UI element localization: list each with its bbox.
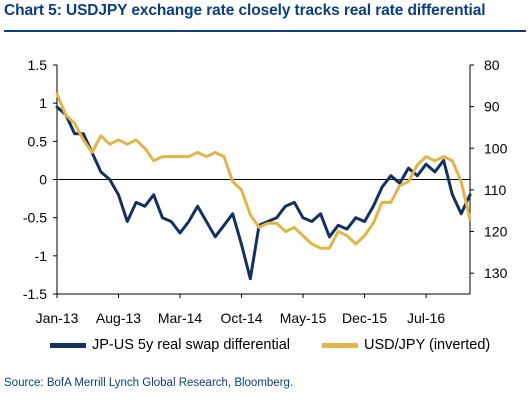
y-left-tick-label: -1.5 [23, 286, 47, 302]
x-tick-label: Jul-16 [407, 310, 445, 326]
y-left-tick-label: 1 [39, 95, 47, 111]
y-left-tick-label: 0 [39, 172, 47, 188]
title-rule [4, 30, 526, 32]
x-tick-label: Aug-13 [96, 310, 141, 326]
x-tick-label: Oct-14 [221, 310, 263, 326]
y-right-tick-label: 80 [484, 57, 500, 73]
legend: JP-US 5y real swap differential USD/JPY … [0, 337, 530, 359]
chart-title: Chart 5: USDJPY exchange rate closely tr… [4, 2, 486, 19]
x-tick-label: Dec-15 [342, 310, 387, 326]
y-right-tick-label: 100 [484, 140, 508, 156]
x-tick-label: Mar-14 [158, 310, 203, 326]
y-right-tick-label: 110 [484, 182, 507, 198]
y-right-tick-label: 120 [484, 224, 508, 240]
tick-labels: 1.5 1 0.5 0 -0.5 -1 -1.5 80 90 100 110 120 130 Jan-13… [23, 57, 508, 326]
legend-swatch-series-2 [322, 342, 358, 348]
legend-label-series-1: JP-US 5y real swap differential [92, 337, 290, 353]
axes [53, 64, 474, 298]
series-layer [55, 92, 472, 281]
series-line-1 [55, 105, 472, 281]
legend-item-series-2: USD/JPY (inverted) [322, 337, 490, 353]
source-note: Source: BofA Merrill Lynch Global Resear… [4, 377, 294, 389]
legend-swatch-series-1 [50, 342, 86, 348]
y-left-tick-label: -0.5 [23, 210, 47, 226]
y-left-tick-label: 1.5 [28, 57, 48, 73]
line-chart: 1.5 1 0.5 0 -0.5 -1 -1.5 80 90 100 110 120 130 Jan-13… [23, 57, 508, 326]
series-line-2 [55, 92, 472, 250]
y-right-tick-label: 130 [484, 265, 508, 281]
legend-label-series-2: USD/JPY (inverted) [364, 337, 491, 353]
x-tick-label: May-15 [280, 310, 327, 326]
y-right-tick-label: 90 [484, 99, 500, 115]
y-left-tick-label: 0.5 [28, 133, 48, 149]
legend-item-series-1: JP-US 5y real swap differential [50, 337, 290, 353]
y-left-tick-label: -1 [35, 248, 48, 264]
x-tick-label: Jan-13 [36, 310, 79, 326]
